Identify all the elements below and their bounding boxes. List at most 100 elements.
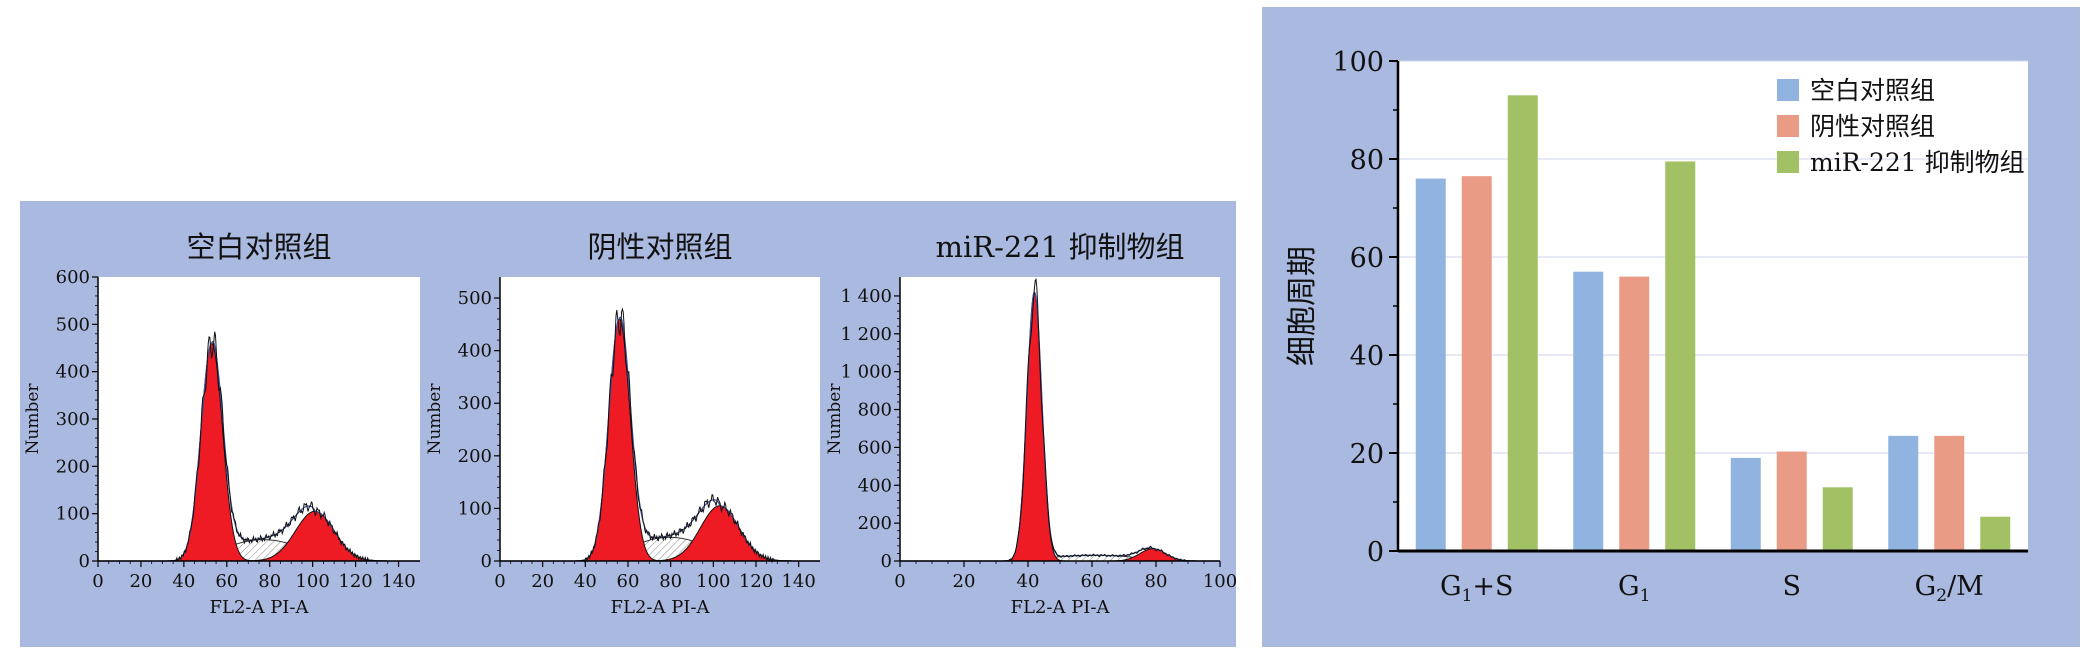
x-axis-label: FL2-A PI-A [210, 597, 310, 618]
plot-area [1398, 61, 2028, 551]
y-tick-label: 300 [56, 409, 90, 430]
x-tick-label: S [1783, 571, 1802, 602]
x-tick-subscript: 2 [1936, 586, 1947, 606]
y-tick-label: 600 [56, 267, 90, 288]
legend-label: 阴性对照组 [1810, 112, 1935, 141]
y-axis-label: Number [825, 383, 845, 455]
bar [1573, 271, 1604, 551]
bar [1665, 161, 1696, 551]
y-tick-label: 0 [1367, 537, 1384, 568]
y-axis-label: Number [425, 383, 445, 455]
y-tick-label: 0 [881, 551, 892, 572]
x-tick-label: 20 [953, 571, 976, 592]
bar [1980, 516, 2011, 551]
y-tick-label: 300 [458, 393, 492, 414]
x-tick-subscript: 1 [1640, 586, 1651, 606]
plot-area [900, 277, 1220, 561]
y-tick-label: 60 [1350, 243, 1384, 274]
plot-area [500, 277, 820, 561]
y-tick-label: 80 [1350, 145, 1384, 176]
x-tick-subscript: 1 [1462, 586, 1473, 606]
x-tick-label: 140 [381, 571, 415, 592]
x-tick-label: 80 [659, 571, 682, 592]
x-tick-label: 0 [92, 571, 103, 592]
y-tick-label: 800 [858, 400, 892, 421]
flow-cytometry-panel: 空白对照组 0 100 200 300 400 500 600 0 20 40 60 80 100 120 1… [20, 201, 1237, 647]
x-tick-main: S [1783, 571, 1802, 602]
y-tick-label: 1 400 [840, 286, 892, 307]
y-tick-label: 1 000 [840, 362, 892, 383]
y-tick-label: 600 [858, 437, 892, 458]
bar [1822, 487, 1853, 551]
x-tick-label: 100 [1203, 571, 1236, 592]
y-tick-label: 200 [458, 446, 492, 467]
legend-label: miR-221 抑制物组 [1810, 148, 2025, 177]
y-tick-label: 200 [858, 513, 892, 534]
plot-area [98, 277, 420, 561]
y-tick-label: 100 [1332, 47, 1384, 78]
y-tick-label: 40 [1350, 341, 1384, 372]
x-tick-label: 60 [1081, 571, 1104, 592]
x-tick-label: 40 [574, 571, 597, 592]
x-tick-label: 100 [295, 571, 329, 592]
y-tick-label: 100 [56, 504, 90, 525]
x-axis-label: FL2-A PI-A [611, 597, 711, 618]
x-tick-label: 60 [617, 571, 640, 592]
y-tick-label: 100 [458, 498, 492, 519]
y-tick-label: 400 [858, 475, 892, 496]
y-axis-label: 细胞周期 [1285, 246, 1320, 366]
bar [1888, 435, 1919, 551]
x-tick-label: 40 [1017, 571, 1040, 592]
y-tick-label: 200 [56, 456, 90, 477]
y-tick-label: 0 [79, 551, 90, 572]
bar [1934, 435, 1965, 551]
bar [1461, 176, 1492, 551]
y-tick-label: 1 200 [840, 324, 892, 345]
x-tick-label: 140 [781, 571, 815, 592]
y-axis-label: Number [23, 383, 43, 455]
histogram-title: 阴性对照组 [587, 230, 732, 264]
x-tick-main: G [1915, 571, 1937, 602]
y-tick-label: 400 [458, 341, 492, 362]
x-tick-rest: +S [1472, 571, 1513, 602]
x-tick-label: G1 [1618, 571, 1650, 606]
histogram-title: miR-221 抑制物组 [936, 230, 1185, 264]
x-tick-main: G [1618, 571, 1640, 602]
x-tick-label: 100 [696, 571, 730, 592]
legend-swatch [1777, 79, 1799, 101]
bar [1730, 457, 1761, 551]
y-tick-label: 20 [1350, 439, 1384, 470]
x-tick-label: G2/M [1915, 571, 1984, 606]
cell-cycle-bar-chart-panel: 0 20 40 60 80 100 G1+S G1 S G2/M 细胞周期 空白对照组 阴性对照组 miR… [1262, 7, 2080, 647]
histogram-2: 阴性对照组 0 100 200 300 400 500 0 20 40 60 80 100 120 140 F… [425, 230, 820, 618]
x-tick-label: 60 [215, 571, 238, 592]
x-tick-label: 120 [739, 571, 773, 592]
x-tick-rest: /M [1947, 571, 1984, 602]
x-tick-label: 0 [894, 571, 905, 592]
legend-label: 空白对照组 [1810, 76, 1935, 105]
x-tick-label: 20 [129, 571, 152, 592]
legend-swatch [1777, 151, 1799, 173]
legend-swatch [1777, 115, 1799, 137]
x-tick-label: 80 [1145, 571, 1168, 592]
x-tick-label: 20 [531, 571, 554, 592]
histogram-1: 空白对照组 0 100 200 300 400 500 600 0 20 40 60 80 100 120 1… [23, 230, 420, 618]
histogram-title: 空白对照组 [186, 230, 331, 264]
y-tick-label: 500 [56, 314, 90, 335]
y-tick-label: 400 [56, 362, 90, 383]
x-tick-main: G [1440, 571, 1462, 602]
x-tick-label: 120 [338, 571, 372, 592]
bar [1619, 276, 1650, 551]
x-tick-label: 40 [172, 571, 195, 592]
bar [1415, 178, 1446, 551]
x-tick-label: G1+S [1440, 571, 1514, 606]
bar [1776, 451, 1807, 551]
y-tick-label: 0 [481, 551, 492, 572]
x-axis-label: FL2-A PI-A [1011, 597, 1111, 618]
x-tick-label: 0 [494, 571, 505, 592]
bar [1507, 95, 1538, 552]
x-tick-label: 80 [258, 571, 281, 592]
